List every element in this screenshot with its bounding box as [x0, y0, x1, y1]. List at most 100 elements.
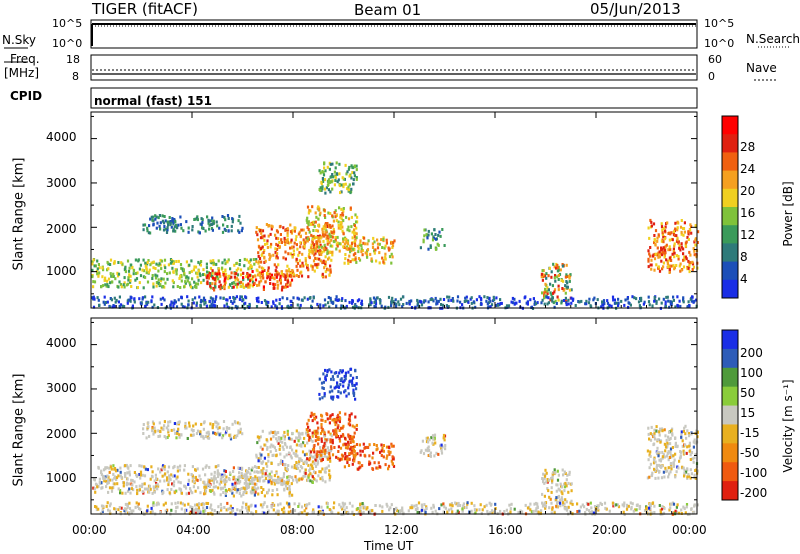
velocity-cell	[349, 441, 352, 444]
power-cell	[302, 238, 305, 242]
velocity-cell	[288, 494, 291, 498]
power-cell	[557, 298, 560, 302]
velocity-cell	[151, 470, 154, 474]
velocity-cell	[190, 473, 193, 476]
velocity-cell	[659, 427, 662, 431]
power-cell	[564, 275, 567, 279]
velocity-cell	[478, 508, 481, 512]
power-cell	[151, 277, 154, 280]
velocity-cell	[121, 491, 124, 495]
velocity-cell	[251, 477, 254, 481]
x-axis-label: Time UT	[364, 539, 414, 553]
velocity-cell	[344, 457, 347, 461]
power-cell	[342, 237, 345, 241]
power-cell	[306, 205, 310, 209]
power-cell	[103, 295, 106, 299]
power-cell	[289, 299, 292, 303]
velocity-cell	[657, 476, 660, 480]
power-cell	[299, 241, 302, 245]
velocity-cell	[312, 455, 315, 459]
power-cell	[385, 241, 388, 245]
velocity-cell	[138, 488, 141, 492]
power-cell	[172, 285, 175, 289]
velocity-cell	[651, 501, 655, 505]
velocity-cell	[280, 482, 283, 486]
velocity-cell	[167, 420, 170, 424]
power-cell	[287, 252, 290, 256]
power-cell	[311, 237, 315, 241]
power-cell	[390, 252, 393, 256]
velocity-cell	[690, 451, 694, 455]
velocity-cell	[655, 425, 658, 429]
velocity-cell	[279, 461, 283, 465]
power-cell	[612, 298, 615, 302]
velocity-cell	[571, 502, 574, 506]
power-cell	[324, 255, 327, 259]
power-cell	[676, 228, 679, 232]
power-cell	[227, 258, 230, 262]
power-cell	[653, 237, 656, 241]
power-cell	[167, 263, 170, 267]
power-cell	[96, 259, 99, 263]
power-cell	[341, 211, 344, 215]
power-cell	[388, 255, 392, 259]
velocity-cell	[204, 489, 207, 493]
velocity-cell	[353, 425, 356, 429]
velocity-cell	[683, 507, 686, 511]
power-cell	[179, 223, 182, 227]
velocity-cell	[246, 477, 249, 481]
velocity-cell	[335, 455, 338, 459]
velocity-cell	[283, 437, 286, 441]
velocity-cell	[239, 430, 242, 434]
velocity-cell	[192, 424, 195, 428]
velocity-cell	[259, 476, 262, 480]
velocity-cell	[341, 457, 344, 461]
velocity-cell	[167, 434, 170, 438]
power-cell	[672, 250, 675, 253]
velocity-cell	[251, 479, 254, 483]
power-cell	[191, 298, 194, 302]
velocity-cell	[214, 465, 217, 469]
velocity-cell	[555, 498, 558, 502]
velocity-cell	[689, 453, 692, 457]
power-cell	[540, 275, 543, 279]
velocity-cell	[324, 375, 327, 379]
velocity-cell	[293, 466, 296, 470]
power-cell	[562, 299, 566, 302]
velocity-cell	[155, 485, 158, 489]
velocity-cell	[108, 470, 111, 474]
velocity-cell	[432, 437, 435, 441]
velocity-cell	[544, 468, 547, 472]
power-cell	[152, 266, 155, 270]
power-cell	[258, 260, 261, 264]
velocity-cell	[279, 452, 282, 456]
velocity-cell	[283, 435, 286, 439]
velocity-cell	[205, 501, 208, 505]
power-cell	[355, 236, 358, 240]
velocity-cell	[303, 474, 307, 478]
power-cell	[197, 230, 200, 234]
power-cell	[244, 295, 247, 299]
power-cell	[312, 259, 316, 263]
power-cell	[187, 303, 190, 307]
power-cell	[334, 166, 337, 170]
velocity-cell	[355, 443, 359, 446]
velocity-cell	[335, 433, 338, 437]
velocity-cell	[163, 479, 166, 483]
power-cell	[313, 269, 316, 273]
power-cell	[234, 304, 237, 308]
velocity-cell	[280, 478, 283, 482]
velocity-cell	[559, 501, 562, 505]
power-cell	[353, 171, 356, 175]
velocity-cell	[194, 468, 197, 472]
velocity-cell	[344, 446, 348, 450]
power-cell	[296, 268, 299, 272]
power-cell	[207, 276, 210, 280]
power-cell	[346, 170, 349, 174]
power-cell	[249, 283, 252, 287]
velocity-cell	[449, 503, 452, 507]
power-cell	[364, 251, 367, 255]
velocity-cell	[189, 433, 193, 437]
power-cell	[663, 226, 666, 230]
velocity-cell	[319, 431, 323, 435]
